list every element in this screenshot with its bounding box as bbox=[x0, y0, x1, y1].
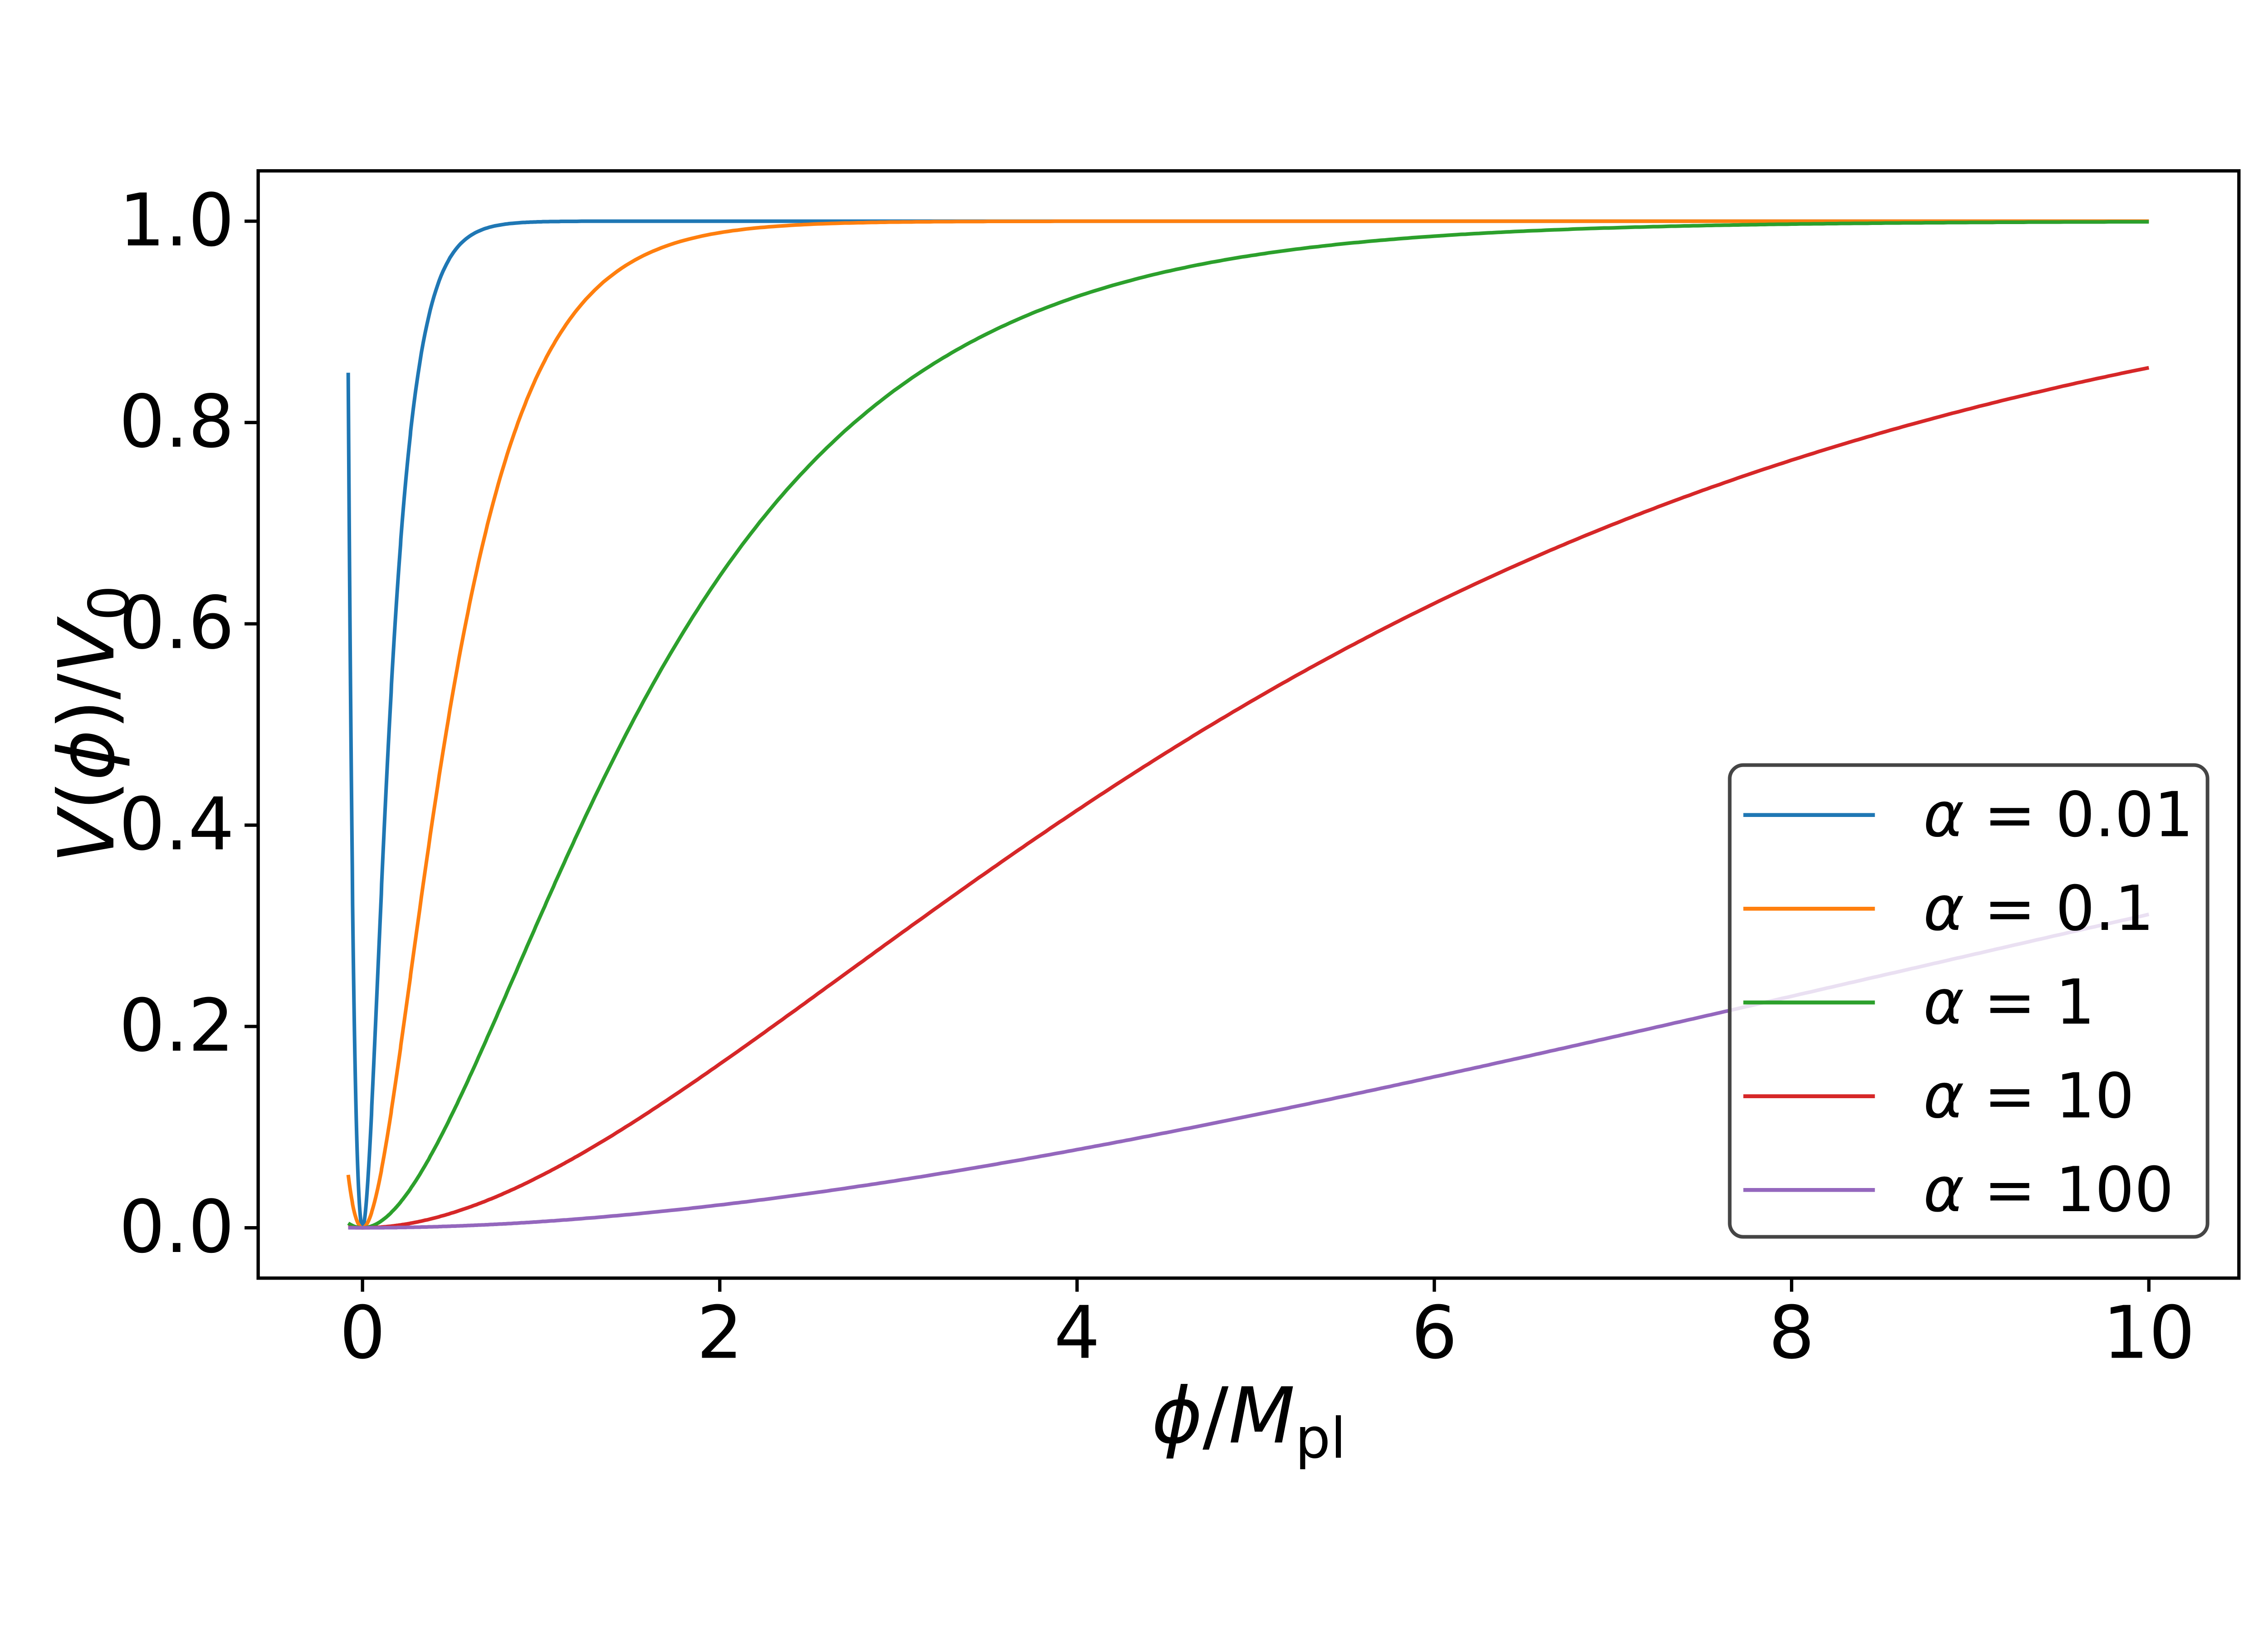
axes-spines bbox=[256, 169, 2241, 1280]
y-tick-label: 0.2 bbox=[119, 983, 234, 1068]
y-axis: 0.0 0.2 0.4 0.6 0.8 1.0 bbox=[119, 178, 259, 1269]
curve-alpha-100 bbox=[347, 912, 2150, 1230]
x-tick-label: 2 bbox=[697, 1290, 743, 1375]
x-axis-label: ϕ/Mpl bbox=[1152, 1371, 1346, 1471]
legend-item-alpha-0.1: α = 0.1 bbox=[1743, 873, 2154, 945]
y-tick-label: 0.0 bbox=[119, 1184, 234, 1269]
curves bbox=[346, 219, 2150, 1230]
legend-item-alpha-10: α = 10 bbox=[1743, 1060, 2134, 1132]
legend-item-alpha-0.01: α = 0.01 bbox=[1743, 779, 2194, 851]
y-tick-label: 0.8 bbox=[119, 379, 234, 464]
legend-label-alpha-10: α = 10 bbox=[1923, 1060, 2134, 1132]
legend-label-alpha-100: α = 100 bbox=[1923, 1154, 2174, 1226]
curve-alpha-0.1 bbox=[346, 219, 2149, 1230]
legend: α = 0.01 α = 0.1 α = 1 α = 10 α = 100 bbox=[1728, 763, 2209, 1239]
y-tick-label: 1.0 bbox=[119, 178, 234, 263]
legend-item-alpha-100: α = 100 bbox=[1743, 1154, 2174, 1226]
x-tick-label: 6 bbox=[1411, 1290, 1457, 1375]
x-axis: 0 2 4 6 8 10 bbox=[339, 1278, 2195, 1375]
curve-alpha-1 bbox=[347, 220, 2149, 1230]
x-tick-label: 8 bbox=[1769, 1290, 1815, 1375]
legend-label-alpha-1: α = 1 bbox=[1923, 967, 2095, 1039]
x-tick-label: 4 bbox=[1054, 1290, 1100, 1375]
legend-item-alpha-1: α = 1 bbox=[1743, 967, 2095, 1039]
x-tick-label: 0 bbox=[339, 1290, 386, 1375]
y-tick-label: 0.6 bbox=[119, 581, 234, 665]
legend-label-alpha-0.01: α = 0.01 bbox=[1923, 779, 2194, 851]
legend-label-alpha-0.1: α = 0.1 bbox=[1923, 873, 2154, 945]
y-axis-label: V(ϕ)/V0 bbox=[42, 585, 142, 863]
x-tick-label: 10 bbox=[2103, 1290, 2195, 1375]
y-tick-label: 0.4 bbox=[119, 782, 234, 866]
legend-box bbox=[1728, 763, 2209, 1239]
